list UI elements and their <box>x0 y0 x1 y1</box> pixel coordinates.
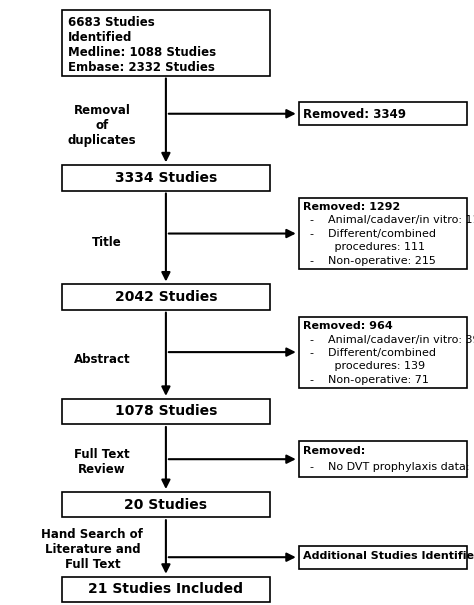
Text: 2042 Studies: 2042 Studies <box>115 290 217 304</box>
Text: 1078 Studies: 1078 Studies <box>115 404 217 419</box>
Text: procedures: 139: procedures: 139 <box>303 361 426 371</box>
Text: -    Non-operative: 71: - Non-operative: 71 <box>303 375 429 385</box>
Text: -    Non-operative: 215: - Non-operative: 215 <box>303 256 436 266</box>
Text: Embase: 2332 Studies: Embase: 2332 Studies <box>68 61 215 74</box>
Text: 21 Studies Included: 21 Studies Included <box>88 582 244 597</box>
Text: Medline: 1088 Studies: Medline: 1088 Studies <box>68 46 216 59</box>
Text: 20 Studies: 20 Studies <box>124 497 208 512</box>
Text: -    No DVT prophylaxis data: 1058: - No DVT prophylaxis data: 1058 <box>303 462 474 471</box>
Text: -    Different/combined: - Different/combined <box>303 348 437 358</box>
Text: Abstract: Abstract <box>73 353 130 367</box>
FancyBboxPatch shape <box>299 441 467 477</box>
FancyBboxPatch shape <box>299 102 467 125</box>
Text: -    Animal/cadaver/in vitro: 113: - Animal/cadaver/in vitro: 113 <box>303 215 474 225</box>
Text: Title: Title <box>92 235 121 249</box>
FancyBboxPatch shape <box>62 10 270 76</box>
FancyBboxPatch shape <box>299 198 467 269</box>
Text: Full Text
Review: Full Text Review <box>74 448 130 476</box>
FancyBboxPatch shape <box>62 577 270 602</box>
FancyBboxPatch shape <box>62 165 270 191</box>
Text: -    Animal/cadaver/in vitro: 39: - Animal/cadaver/in vitro: 39 <box>303 335 474 344</box>
Text: -    Different/combined: - Different/combined <box>303 229 437 239</box>
Text: Removed: 3349: Removed: 3349 <box>303 108 406 120</box>
FancyBboxPatch shape <box>299 317 467 388</box>
FancyBboxPatch shape <box>62 284 270 310</box>
Text: Hand Search of
Literature and
Full Text: Hand Search of Literature and Full Text <box>42 528 143 571</box>
Text: Identified: Identified <box>68 31 132 44</box>
FancyBboxPatch shape <box>62 399 270 424</box>
Text: Removed: 1292: Removed: 1292 <box>303 202 401 212</box>
Text: 3334 Studies: 3334 Studies <box>115 171 217 185</box>
Text: Removed:: Removed: <box>303 446 365 456</box>
Text: 6683 Studies: 6683 Studies <box>68 16 155 28</box>
FancyBboxPatch shape <box>299 546 467 569</box>
Text: procedures: 111: procedures: 111 <box>303 242 425 252</box>
Text: Additional Studies Identified: 1: Additional Studies Identified: 1 <box>303 551 474 561</box>
Text: Removed: 964: Removed: 964 <box>303 321 393 331</box>
Text: Removal
of
duplicates: Removal of duplicates <box>68 103 136 147</box>
FancyBboxPatch shape <box>62 492 270 517</box>
